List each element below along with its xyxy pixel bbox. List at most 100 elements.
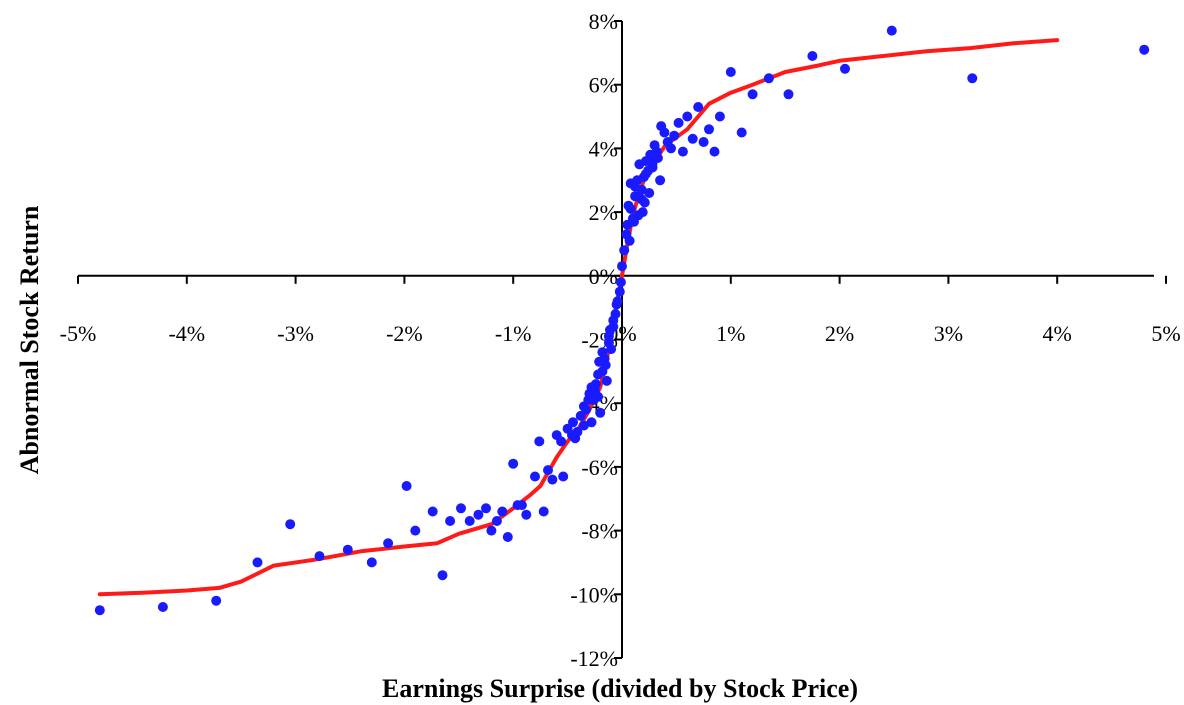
data-point xyxy=(624,235,635,246)
data-point xyxy=(601,375,612,386)
data-point xyxy=(481,503,491,514)
data-point xyxy=(437,570,448,581)
data-point xyxy=(547,474,558,485)
y-tick-label: 8% xyxy=(589,9,618,34)
data-point xyxy=(516,500,527,511)
data-point xyxy=(659,127,670,138)
data-point xyxy=(648,153,659,163)
data-point xyxy=(586,417,597,428)
data-point xyxy=(840,63,850,74)
x-tick-label: -1% xyxy=(495,321,532,346)
data-point xyxy=(583,395,594,405)
x-tick-label: -4% xyxy=(168,321,205,346)
data-point xyxy=(445,516,456,526)
y-tick-label: 4% xyxy=(589,136,618,161)
data-point xyxy=(502,532,513,542)
data-point xyxy=(383,538,394,549)
data-point xyxy=(543,465,553,476)
data-point xyxy=(669,130,680,141)
data-point xyxy=(410,525,421,536)
data-point xyxy=(497,506,508,517)
data-point xyxy=(639,197,650,208)
y-tick-label: -12% xyxy=(570,646,618,671)
data-point xyxy=(597,347,608,358)
y-axis-title: Abnormal Stock Return xyxy=(15,205,44,474)
data-point xyxy=(285,519,296,530)
data-point xyxy=(508,458,519,469)
data-point xyxy=(473,509,484,520)
data-point xyxy=(763,73,774,84)
data-point xyxy=(578,420,589,431)
data-point xyxy=(619,245,630,256)
x-tick-label: -5% xyxy=(60,321,97,346)
data-point xyxy=(630,181,641,192)
data-points-layer xyxy=(94,25,1150,616)
x-tick-label: -3% xyxy=(277,321,314,346)
data-point xyxy=(617,261,627,272)
data-point xyxy=(211,595,222,606)
data-point xyxy=(687,133,698,144)
y-tick-label: -6% xyxy=(581,455,618,480)
y-tick-label: 2% xyxy=(589,200,618,225)
data-point xyxy=(605,324,615,335)
data-point xyxy=(94,605,105,616)
x-tick-label: 1% xyxy=(716,321,745,346)
data-point xyxy=(640,168,651,179)
fitted-curve xyxy=(97,38,1060,597)
data-point xyxy=(572,426,583,437)
x-tick-label: 5% xyxy=(1151,321,1180,346)
data-point xyxy=(644,188,655,198)
data-point xyxy=(401,481,412,491)
y-tick-label: 0% xyxy=(589,264,618,289)
data-point xyxy=(614,286,625,297)
data-point xyxy=(807,51,818,61)
data-point xyxy=(637,207,648,218)
data-point xyxy=(538,506,549,517)
data-point xyxy=(693,102,704,112)
x-tick-label: 4% xyxy=(1043,321,1072,346)
data-point xyxy=(556,436,567,447)
data-point xyxy=(568,417,578,428)
x-tick-label: -2% xyxy=(386,321,423,346)
data-point xyxy=(464,516,475,526)
data-point xyxy=(427,506,438,517)
data-point xyxy=(595,407,606,418)
data-point xyxy=(1139,44,1150,55)
data-point xyxy=(534,436,545,447)
data-point xyxy=(655,175,666,186)
data-point xyxy=(456,503,466,514)
data-point xyxy=(666,143,676,154)
data-point xyxy=(530,471,540,482)
data-point xyxy=(157,602,168,612)
data-point xyxy=(593,369,604,380)
x-tick-label: 2% xyxy=(825,321,854,346)
data-point xyxy=(967,73,978,84)
data-point xyxy=(342,544,353,555)
data-point xyxy=(747,89,758,100)
data-point xyxy=(594,356,605,367)
data-point xyxy=(608,315,619,326)
data-point xyxy=(586,382,597,393)
data-point xyxy=(491,516,502,526)
data-point xyxy=(698,137,709,147)
data-point xyxy=(682,111,693,122)
data-point xyxy=(606,344,617,355)
data-point xyxy=(366,557,377,568)
y-tick-label: -8% xyxy=(581,519,618,544)
data-point xyxy=(783,89,794,100)
data-point xyxy=(521,509,532,520)
data-point xyxy=(615,277,626,288)
y-tick-label: 6% xyxy=(589,73,618,98)
data-point xyxy=(486,525,497,536)
data-point xyxy=(611,299,622,310)
y-tick-label: -10% xyxy=(570,582,618,607)
data-point xyxy=(725,67,736,77)
data-point xyxy=(709,146,720,157)
data-point xyxy=(677,146,688,157)
x-tick-label: 3% xyxy=(934,321,963,346)
data-point xyxy=(625,203,636,214)
data-point xyxy=(629,216,639,227)
axes: -5% -4% -3% -2% -1% 0% 1% 2% 3% 4% 5%8%6%4%2%0%-2%… xyxy=(60,9,1181,671)
data-point xyxy=(647,162,658,173)
